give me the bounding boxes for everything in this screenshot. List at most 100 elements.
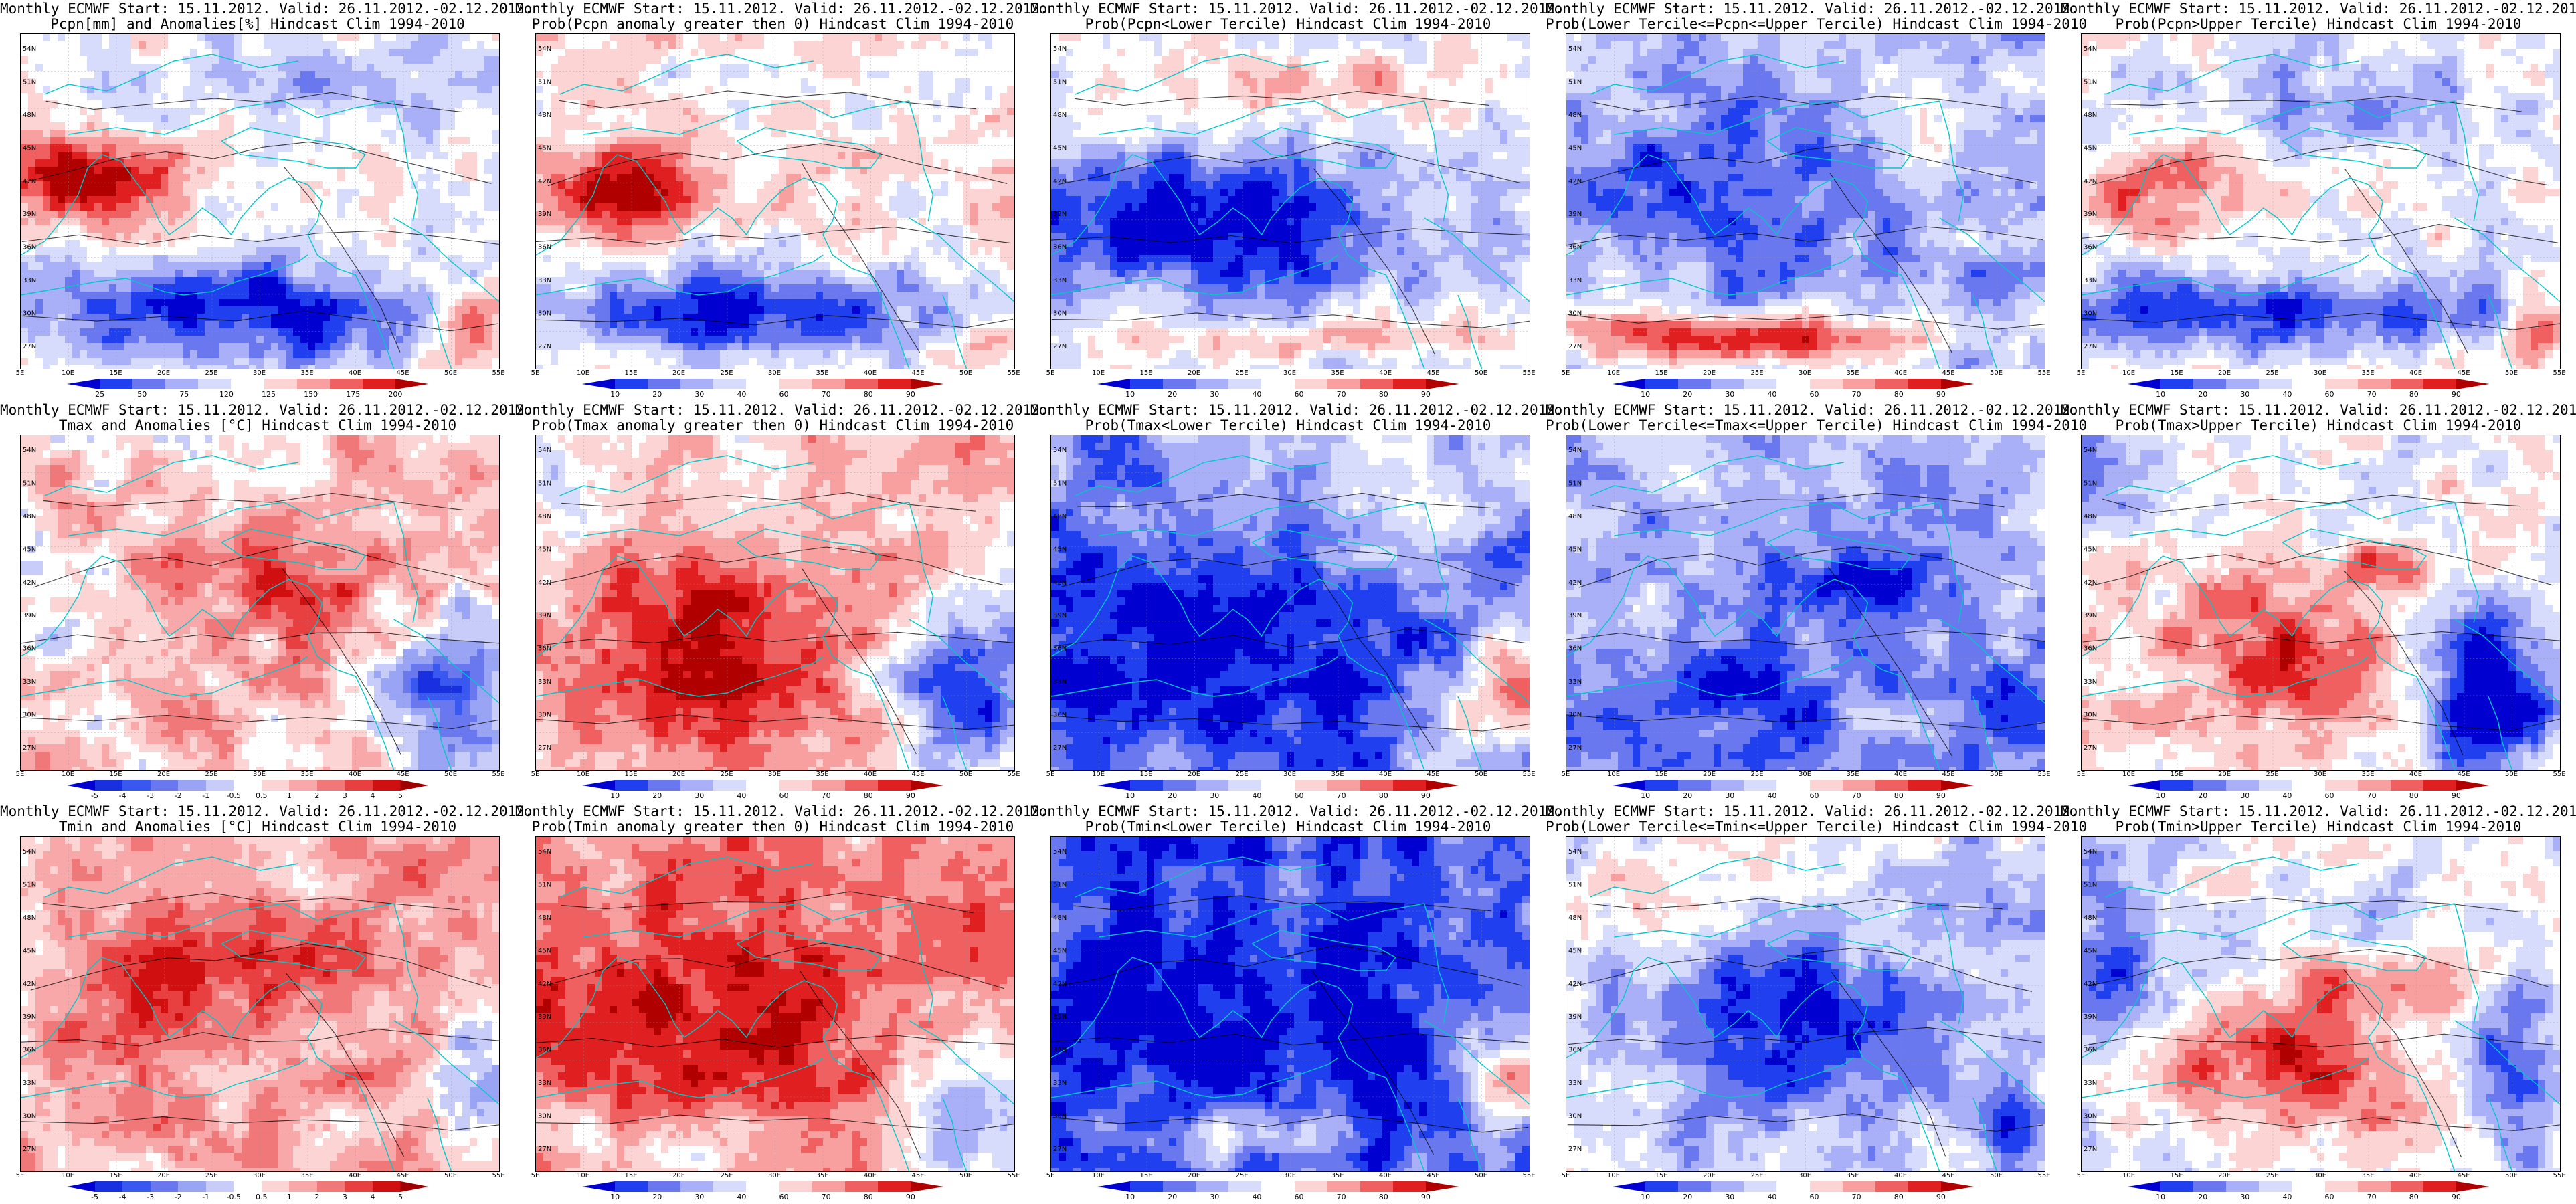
lat-label: 39N	[1568, 211, 1582, 218]
lon-label: 55E	[2553, 1172, 2565, 1179]
lat-label: 45N	[1053, 144, 1067, 152]
lon-label: 55E	[2037, 1172, 2050, 1179]
colorbar-tick: 70	[1852, 390, 1861, 399]
colorbar-tick: 10	[1125, 390, 1135, 399]
colorbar-segment	[1425, 780, 1459, 791]
colorbar-tick: 30	[1210, 1193, 1219, 1201]
graticule	[1566, 435, 2045, 770]
lon-label: 55E	[2037, 369, 2050, 377]
colorbar-tick: 10	[2156, 390, 2165, 399]
lon-label: 15E	[109, 369, 122, 377]
lon-label: 10E	[577, 369, 589, 377]
lat-label: 33N	[1568, 1080, 1582, 1087]
forecast-map: 27N 30N 33N 36N 39N 42N 45N 48N 51N 54N	[1566, 33, 2045, 369]
colorbar-segment	[1776, 379, 1811, 389]
lat-label: 36N	[538, 1047, 551, 1054]
forecast-panel: Monthly ECMWF Start: 15.11.2012. Valid: …	[0, 401, 533, 803]
colorbar-segment	[1261, 1181, 1295, 1192]
forecast-map: 27N 30N 33N 36N 39N 42N 45N 48N 51N 54N	[1050, 836, 1530, 1172]
lon-label: 5E	[16, 1172, 25, 1179]
panel-title: Monthly ECMWF Start: 15.11.2012. Valid: …	[1030, 804, 1564, 835]
colorbar: 10 20 30 40 60 70 80 90	[582, 1181, 944, 1201]
lon-label: 25E	[720, 369, 733, 377]
colorbar-segment	[400, 1181, 429, 1192]
map-canvas: 27N 30N 33N 36N 39N 42N 45N 48N 51N 54N	[1566, 34, 2045, 369]
lon-label: 25E	[720, 771, 733, 778]
lon-label: 15E	[1655, 771, 1667, 778]
colorbar-segment	[1360, 780, 1394, 791]
colorbar-segment	[877, 780, 911, 791]
lon-label: 45E	[396, 1172, 409, 1179]
lat-label: 27N	[23, 343, 36, 350]
lon-label: 5E	[1562, 1172, 1570, 1179]
panel-title: Monthly ECMWF Start: 15.11.2012. Valid: …	[1030, 403, 1564, 433]
colorbar-tick: 30	[1210, 791, 1219, 800]
colorbar-segment	[779, 379, 813, 389]
colorbar-segment	[150, 780, 179, 791]
lat-label: 33N	[538, 277, 551, 284]
colorbar-tick: 30	[1725, 390, 1734, 399]
lon-label: 30E	[2314, 1172, 2326, 1179]
colorbar-tick: 20	[652, 1193, 662, 1201]
colorbar-tick: 3	[343, 1193, 347, 1201]
colorbar-segment	[1097, 780, 1131, 791]
lat-label: 36N	[2084, 1047, 2097, 1054]
lat-labels: 27N 30N 33N 36N 39N 42N 45N 48N 51N 54N	[2084, 848, 2097, 1153]
map-canvas: 27N 30N 33N 36N 39N 42N 45N 48N 51N 54N	[536, 34, 1014, 369]
colorbar-segment	[1327, 379, 1361, 389]
lon-label: 20E	[157, 369, 170, 377]
lon-label: 5E	[2077, 1172, 2086, 1179]
forecast-panel: Monthly ECMWF Start: 15.11.2012. Valid: …	[515, 803, 1048, 1204]
lon-label: 50E	[1475, 771, 1487, 778]
colorbar-tick: 40	[2282, 1193, 2292, 1201]
colorbar-segment	[362, 379, 396, 389]
colorbar-segment	[648, 379, 681, 389]
panel-title-line2: Prob(Tmin anomaly greater then 0) Hindca…	[515, 819, 1030, 835]
lat-label: 36N	[1053, 244, 1067, 252]
lon-label: 40E	[864, 369, 877, 377]
lat-label: 42N	[23, 981, 36, 988]
lon-label: 40E	[1379, 771, 1392, 778]
colorbar-tick: 90	[1421, 1193, 1431, 1201]
lat-label: 54N	[538, 848, 551, 856]
panel-title: Monthly ECMWF Start: 15.11.2012. Valid: …	[1546, 403, 2087, 433]
colorbar-tick: 125	[262, 390, 276, 399]
colorbar-tick: 70	[822, 390, 831, 399]
lon-labels: 5E 10E 15E 20E 25E 30E 35E 40E 45E 50E 55E	[1046, 1172, 1536, 1180]
coastlines	[1566, 856, 2045, 1171]
colorbar-segment	[1678, 1181, 1712, 1192]
lon-label: 15E	[624, 369, 637, 377]
lat-label: 33N	[2084, 277, 2097, 284]
lat-label: 48N	[2084, 914, 2097, 922]
lat-label: 51N	[538, 78, 551, 86]
colorbar-segment	[1940, 1181, 1974, 1192]
colorbar-segment	[1645, 1181, 1679, 1192]
lon-label: 45E	[1942, 369, 1954, 377]
colorbar-tick: 80	[1894, 390, 1904, 399]
colorbar-segment	[122, 780, 151, 791]
lon-label: 20E	[672, 771, 685, 778]
shaded-field	[1566, 435, 2045, 770]
panel-title-line1: Monthly ECMWF Start: 15.11.2012. Valid: …	[2061, 403, 2576, 418]
colorbar-segment	[1130, 1181, 1164, 1192]
lon-label: 50E	[1990, 771, 2003, 778]
colorbar-segment	[1809, 379, 1843, 389]
coastlines	[21, 455, 499, 770]
colorbar-segment	[1327, 780, 1361, 791]
colorbar-tick: 10	[2156, 791, 2165, 800]
colorbar-segment	[2423, 1181, 2457, 1192]
lat-label: 30N	[23, 310, 36, 318]
colorbar-segment	[2226, 780, 2260, 791]
shaded-field	[2082, 34, 2560, 369]
lat-labels: 27N 30N 33N 36N 39N 42N 45N 48N 51N 54N	[23, 447, 36, 752]
lon-label: 25E	[205, 771, 217, 778]
coastlines	[2082, 54, 2560, 369]
panel-title-line2: Tmin and Anomalies [°C] Hindcast Clim 19…	[0, 819, 515, 835]
lon-label: 10E	[1092, 1172, 1105, 1179]
lon-labels: 5E 10E 15E 20E 25E 30E 35E 40E 45E 50E 55E	[16, 1172, 505, 1180]
lat-label: 45N	[538, 144, 551, 152]
panel-title-line2: Prob(Lower Tercile<=Tmin<=Upper Tercile)…	[1546, 819, 2087, 835]
lon-label: 30E	[2314, 771, 2326, 778]
lat-label: 48N	[23, 112, 36, 119]
lat-label: 39N	[1053, 1013, 1067, 1021]
